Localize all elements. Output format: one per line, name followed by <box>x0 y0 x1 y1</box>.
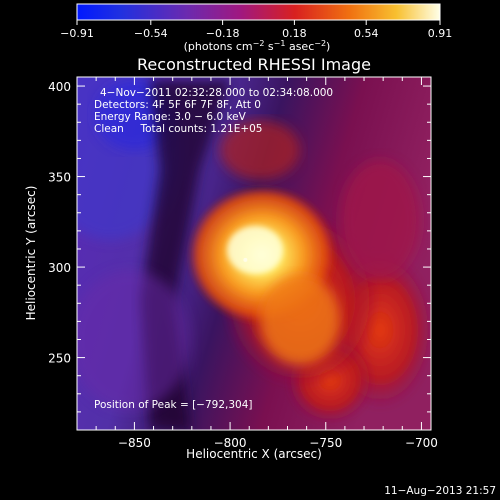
colorbar-tick-label: −0.18 <box>206 27 240 40</box>
x-tick-label: −800 <box>214 436 247 450</box>
peak-point <box>243 257 248 262</box>
colorbar-tick-label: −0.54 <box>134 27 168 40</box>
heatmap-image <box>77 77 431 430</box>
y-tick-label: 400 <box>48 80 71 94</box>
colorbar-units: (photons cm−2 s−1 asec−2) <box>184 39 331 53</box>
chart-title: Reconstructed RHESSI Image <box>137 55 371 74</box>
y-tick-label: 250 <box>48 352 71 366</box>
timestamp: 11−Aug−2013 21:57 <box>384 485 496 497</box>
colorbar-tick-label: 0.91 <box>428 27 453 40</box>
colorbar-tick-label: 0.54 <box>354 27 379 40</box>
x-tick-label: −700 <box>405 436 438 450</box>
annotation-clean: Clean Total counts: 1.21E+05 <box>94 123 263 135</box>
x-tick-label: −750 <box>309 436 342 450</box>
annotation-detectors: Detectors: 4F 5F 6F 7F 8F, Att 0 <box>94 99 261 111</box>
colorbar-tick-label: 0.18 <box>282 27 307 40</box>
colorbar <box>76 3 441 21</box>
y-axis-label: Heliocentric Y (arcsec) <box>24 186 38 321</box>
x-axis-label: Heliocentric X (arcsec) <box>186 447 322 461</box>
plot-frame <box>76 76 432 431</box>
y-tick-label: 350 <box>48 171 71 185</box>
annotation-energy: Energy Range: 3.0 − 6.0 keV <box>94 111 247 123</box>
y-axis-ticks: 250 300 350 400 <box>48 80 431 413</box>
peak-marker <box>243 257 248 262</box>
colorbar-tick-label: −0.91 <box>60 27 94 40</box>
annotation-peak: Position of Peak = [−792,304] <box>94 399 253 411</box>
x-tick-label: −850 <box>118 436 151 450</box>
x-axis-ticks: −850 −800 −750 −700 <box>95 77 438 450</box>
y-tick-label: 300 <box>48 261 71 275</box>
colorbar-ticks: −0.91 −0.54 −0.18 0.18 0.54 0.91 <box>60 20 452 40</box>
annotation-time-range: 4−Nov−2011 02:32:28.000 to 02:34:08.000 <box>100 87 333 99</box>
